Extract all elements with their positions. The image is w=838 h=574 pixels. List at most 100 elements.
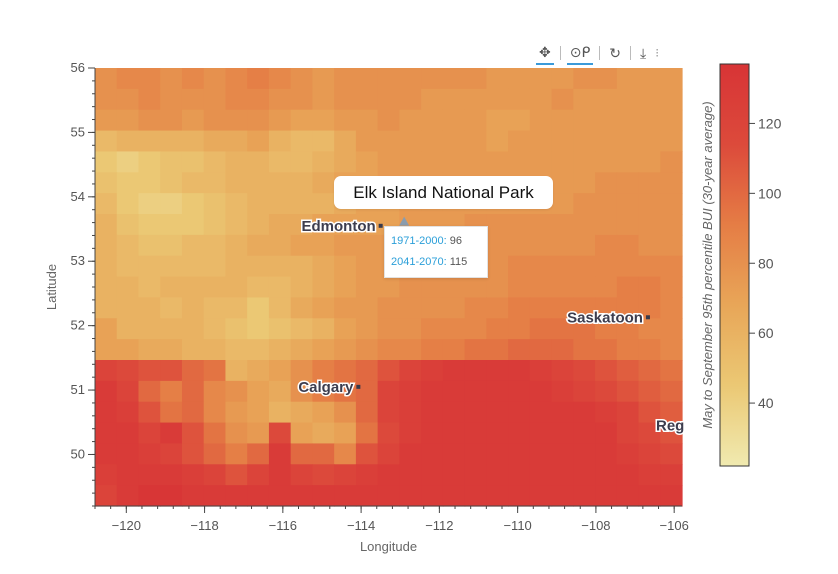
heatmap-cell[interactable] [225, 401, 248, 424]
heatmap-cell[interactable] [160, 172, 183, 194]
heatmap-cell[interactable] [551, 130, 574, 153]
heatmap-cell[interactable] [595, 318, 618, 340]
heatmap-cell[interactable] [399, 297, 422, 319]
heatmap-cell[interactable] [573, 68, 596, 90]
heatmap-cell[interactable] [95, 485, 118, 507]
heatmap-cell[interactable] [203, 193, 227, 215]
heatmap-cell[interactable] [508, 443, 531, 465]
heatmap-cell[interactable] [595, 214, 618, 236]
heatmap-cell[interactable] [312, 193, 335, 215]
heatmap-cell[interactable] [355, 318, 379, 340]
heatmap-cell[interactable] [573, 255, 596, 278]
heatmap-cell[interactable] [529, 276, 553, 299]
heatmap-cell[interactable] [551, 443, 574, 465]
heatmap-cell[interactable] [268, 234, 292, 257]
heatmap-cell[interactable] [616, 109, 640, 132]
heatmap-cell[interactable] [290, 443, 314, 465]
heatmap-cell[interactable] [595, 130, 618, 153]
heatmap-cell[interactable] [290, 172, 314, 194]
heatmap-cell[interactable] [290, 255, 314, 278]
heatmap-cell[interactable] [660, 297, 683, 319]
heatmap-cell[interactable] [203, 214, 227, 236]
heatmap-cell[interactable] [116, 130, 140, 153]
heatmap-cell[interactable] [138, 401, 161, 424]
heatmap-cell[interactable] [181, 109, 205, 132]
heatmap-cell[interactable] [181, 422, 205, 445]
heatmap-cell[interactable] [225, 380, 248, 403]
heatmap-cell[interactable] [334, 318, 357, 340]
heatmap-cell[interactable] [290, 422, 314, 445]
heatmap-cell[interactable] [247, 234, 270, 257]
heatmap-cell[interactable] [247, 68, 270, 90]
heatmap-cell[interactable] [334, 234, 357, 257]
heatmap-cell[interactable] [486, 130, 509, 153]
heatmap-cell[interactable] [181, 276, 205, 299]
heatmap-cell[interactable] [268, 193, 292, 215]
heatmap-cell[interactable] [399, 360, 422, 382]
heatmap-cell[interactable] [268, 68, 292, 90]
heatmap-cell[interactable] [95, 276, 118, 299]
heatmap-cell[interactable] [138, 297, 161, 319]
heatmap-cell[interactable] [573, 88, 596, 111]
heatmap-cell[interactable] [138, 151, 161, 173]
heatmap-cell[interactable] [399, 109, 422, 132]
heatmap-grid[interactable] [95, 68, 683, 507]
heatmap-cell[interactable] [312, 88, 335, 111]
heatmap-cell[interactable] [399, 339, 422, 361]
heatmap-cell[interactable] [486, 422, 509, 445]
heatmap-cell[interactable] [334, 485, 357, 507]
heatmap-cell[interactable] [377, 68, 400, 90]
heatmap-cell[interactable] [551, 318, 574, 340]
heatmap-cell[interactable] [203, 443, 227, 465]
heatmap-cell[interactable] [181, 234, 205, 257]
heatmap-cell[interactable] [638, 276, 661, 299]
heatmap-cell[interactable] [551, 297, 574, 319]
heatmap-cell[interactable] [203, 109, 227, 132]
heatmap-cell[interactable] [551, 380, 574, 403]
heatmap-cell[interactable] [247, 151, 270, 173]
heatmap-cell[interactable] [421, 443, 444, 465]
heatmap-cell[interactable] [421, 276, 444, 299]
heatmap-cell[interactable] [312, 318, 335, 340]
heatmap-cell[interactable] [225, 297, 248, 319]
heatmap-cell[interactable] [595, 151, 618, 173]
heatmap-cell[interactable] [638, 255, 661, 278]
heatmap-cell[interactable] [442, 276, 466, 299]
heatmap-cell[interactable] [573, 151, 596, 173]
heatmap-cell[interactable] [573, 464, 596, 486]
heatmap-cell[interactable] [421, 68, 444, 90]
heatmap-cell[interactable] [247, 360, 270, 382]
heatmap-cell[interactable] [225, 68, 248, 90]
heatmap-cell[interactable] [225, 360, 248, 382]
heatmap-cell[interactable] [225, 130, 248, 153]
heatmap-cell[interactable] [508, 151, 531, 173]
heatmap-cell[interactable] [290, 276, 314, 299]
heatmap-cell[interactable] [616, 68, 640, 90]
heatmap-cell[interactable] [181, 360, 205, 382]
heatmap-cell[interactable] [247, 422, 270, 445]
heatmap-cell[interactable] [616, 339, 640, 361]
heatmap-cell[interactable] [247, 255, 270, 278]
heatmap-cell[interactable] [290, 214, 314, 236]
heatmap-cell[interactable] [95, 443, 118, 465]
heatmap-cell[interactable] [355, 214, 379, 236]
heatmap-cell[interactable] [116, 422, 140, 445]
heatmap-cell[interactable] [551, 109, 574, 132]
heatmap-cell[interactable] [268, 130, 292, 153]
heatmap-cell[interactable] [638, 464, 661, 486]
heatmap-cell[interactable] [421, 109, 444, 132]
heatmap-cell[interactable] [573, 318, 596, 340]
heatmap-cell[interactable] [247, 276, 270, 299]
heatmap-cell[interactable] [595, 339, 618, 361]
heatmap-cell[interactable] [399, 130, 422, 153]
heatmap-cell[interactable] [203, 130, 227, 153]
heatmap-cell[interactable] [268, 214, 292, 236]
heatmap-cell[interactable] [116, 380, 140, 403]
heatmap-cell[interactable] [116, 318, 140, 340]
heatmap-cell[interactable] [464, 339, 487, 361]
heatmap-cell[interactable] [268, 297, 292, 319]
heatmap-cell[interactable] [268, 485, 292, 507]
heatmap-cell[interactable] [355, 422, 379, 445]
heatmap-cell[interactable] [181, 318, 205, 340]
heatmap-cell[interactable] [355, 443, 379, 465]
